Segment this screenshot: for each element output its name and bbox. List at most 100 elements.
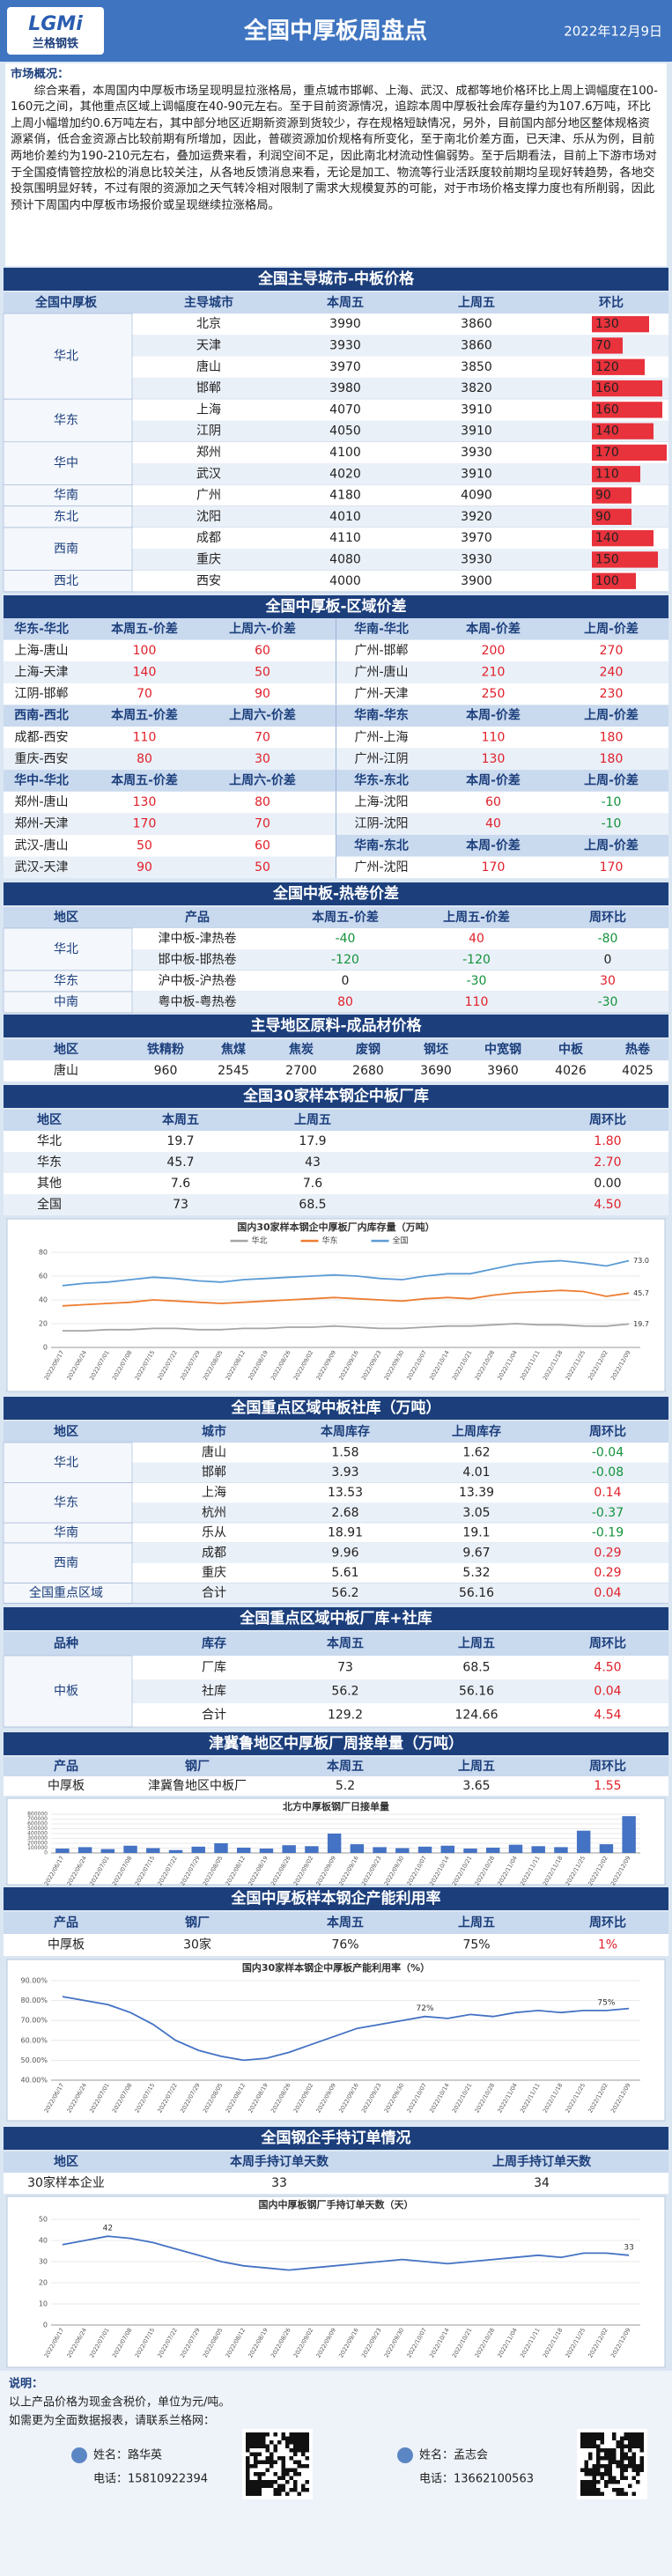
cell-text: 4020 [329,467,361,481]
column-header: 废钢 [356,1042,380,1057]
qr-cell [293,2448,298,2453]
qr-cell [285,2480,290,2484]
qr-cell [254,2436,258,2440]
section-title: 全国重点区域中板厂库+社库 [239,1609,432,1628]
row-bg [336,727,668,749]
cell-text: 140 [595,424,619,439]
row-bg [4,1131,668,1152]
bar [576,1830,591,1853]
qr-cell [257,2440,262,2445]
qr-cell [600,2472,604,2476]
qr-cell [297,2448,301,2453]
change-bar [592,487,631,504]
qr-cell [305,2456,309,2461]
cell-text: 5.2 [336,1779,355,1793]
cell-text: 上海 [202,1486,226,1500]
row-bg [4,1523,668,1543]
cell-text: 成都-西安 [14,730,68,744]
group-label: 华南 [54,1526,78,1540]
column-header: 上周五 [458,296,495,310]
qr-cell [270,2440,274,2445]
cell-text: 30 [600,974,616,988]
column-header: 本周五-价差 [111,708,178,723]
qr-cell [246,2472,250,2476]
qr-cell [596,2432,601,2437]
row-bg [336,791,668,814]
column-header: 地区 [37,1112,62,1127]
qr-cell [584,2488,588,2492]
section-title: 全国重点区域中板社库（万吨） [231,1399,441,1417]
cell-text: 60 [255,644,270,658]
cell-text: 江阴-邯郸 [14,687,68,701]
group-label: 华中 [54,456,78,470]
table-header-bg [4,1757,668,1776]
qr-cell [600,2464,604,2469]
qr-cell [281,2436,285,2440]
qr-cell [628,2432,632,2437]
qr-cell [289,2488,293,2492]
cell-text: 郑州 [196,446,221,460]
qr-cell [246,2440,250,2445]
qr-cell [301,2440,306,2445]
qr-cell [297,2432,301,2437]
bar [622,1816,636,1853]
cell-text: 68.5 [299,1198,326,1212]
qr-cell [588,2491,593,2496]
market-summary: 市场概况： 综合来看，本周国内中厚板市场呈现明显拉涨格局，重点城市邯郸、上海、武… [5,63,667,266]
cell-text: 5.61 [331,1566,358,1580]
cell-text: 75% [462,1938,490,1952]
cell-text: 3910 [461,402,492,417]
qr-cell [600,2491,604,2496]
cell-text: 3850 [461,360,492,374]
qr-cell [639,2444,644,2448]
cell-text: 130 [482,752,506,766]
legend-label: 华北 [252,1236,268,1246]
qr-cell [600,2476,604,2480]
qr-cell [631,2456,636,2461]
cell-text: 170 [482,860,506,875]
qr-cell [580,2432,585,2437]
qr-cell [612,2488,617,2492]
qr-cell [293,2472,298,2476]
cell-text: 3690 [420,1064,452,1078]
cell-text: 邯郸 [196,381,221,395]
cell-text: 其他 [37,1177,62,1191]
bar [78,1847,92,1853]
column-header: 铁精粉 [147,1042,184,1057]
cell-text: 厂库 [202,1661,226,1675]
qr-cell [604,2484,609,2488]
group-label: 全国重点区域 [29,1585,103,1600]
group-cell [3,398,133,443]
qr-cell [628,2460,632,2464]
end-label: 19.7 [633,1320,649,1328]
qr-cell [584,2444,588,2448]
cell-text: 津冀鲁地区中板厂 [148,1779,247,1793]
qr-cell [584,2432,588,2437]
qr-cell [297,2472,301,2476]
cell-text: 60 [485,795,501,809]
qr-cell [246,2484,250,2488]
row-bg [336,748,668,771]
qr-cell [624,2491,628,2496]
bar [440,1845,455,1853]
qr-cell [249,2464,254,2469]
y-tick-label: 600000 [27,1821,48,1827]
qr-cell [588,2472,593,2476]
cell-text: 56.2 [331,1685,358,1699]
group-cell [3,441,133,485]
column-header: 上周五 [458,1916,495,1930]
value-label: 72% [417,2004,434,2013]
qr-cell [631,2440,636,2445]
cell-text: 40 [469,932,484,946]
column-header: 华东-东北 [354,773,409,788]
cell-text: 100 [133,644,157,658]
cell-text: 7.6 [303,1177,322,1191]
qr-cell [639,2456,644,2461]
cell-text: 粤中板-粤热卷 [158,995,236,1009]
cell-text: 中厚板 [48,1779,85,1793]
cell-text: 沪中板-沪热卷 [158,974,236,988]
qr-cell [592,2436,596,2440]
end-label: 45.7 [633,1289,649,1297]
cell-text: 3820 [461,381,492,395]
qr-cell [249,2440,254,2445]
